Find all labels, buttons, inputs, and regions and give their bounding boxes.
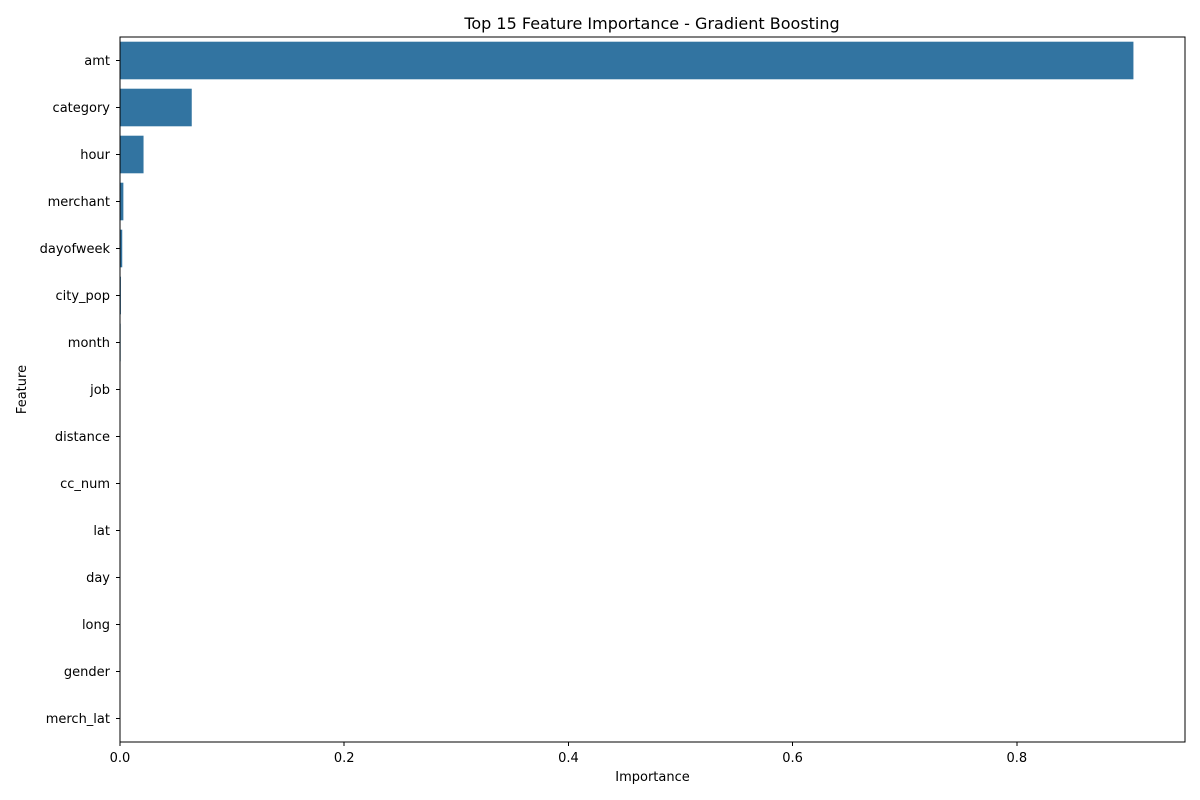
y-tick-label-merch_lat: merch_lat: [46, 712, 110, 727]
y-tick-label-amt: amt: [84, 54, 110, 69]
plot-frame: [119, 36, 1186, 743]
chart-title: Top 15 Feature Importance - Gradient Boo…: [463, 14, 839, 33]
y-tick-label-category: category: [53, 101, 111, 116]
y-tick-label-job: job: [89, 383, 110, 398]
bar-dayofweek: [120, 229, 123, 268]
bar-amt: [120, 41, 1134, 80]
y-axis-ticks: amt category hour merchant dayofweek city_pop…: [40, 54, 120, 727]
x-tick-label-1: 0.2: [334, 751, 355, 766]
x-tick-label-0: 0.0: [110, 751, 131, 766]
y-tick-label-distance: distance: [55, 430, 110, 445]
x-tick-label-3: 0.6: [782, 751, 803, 766]
y-tick-label-merchant: merchant: [48, 195, 110, 210]
y-tick-label-day: day: [86, 571, 110, 586]
y-tick-label-long: long: [82, 618, 110, 633]
bar-merchant: [120, 182, 124, 221]
y-tick-label-hour: hour: [80, 148, 110, 163]
y-tick-label-month: month: [68, 336, 110, 351]
y-tick-label-lat: lat: [93, 524, 110, 539]
bar-hour: [120, 135, 144, 174]
x-axis-label: Importance: [615, 770, 690, 785]
bars-group: [120, 41, 1134, 738]
y-axis-label: Feature: [15, 365, 30, 414]
y-tick-label-city_pop: city_pop: [55, 289, 110, 304]
x-tick-label-4: 0.8: [1006, 751, 1027, 766]
x-axis-ticks: 0.0 0.2 0.4 0.6 0.8: [110, 742, 1027, 766]
bar-category: [120, 88, 192, 127]
y-tick-label-cc_num: cc_num: [60, 477, 110, 492]
x-tick-label-2: 0.4: [558, 751, 579, 766]
y-tick-label-gender: gender: [64, 665, 111, 680]
y-tick-label-dayofweek: dayofweek: [40, 242, 111, 257]
